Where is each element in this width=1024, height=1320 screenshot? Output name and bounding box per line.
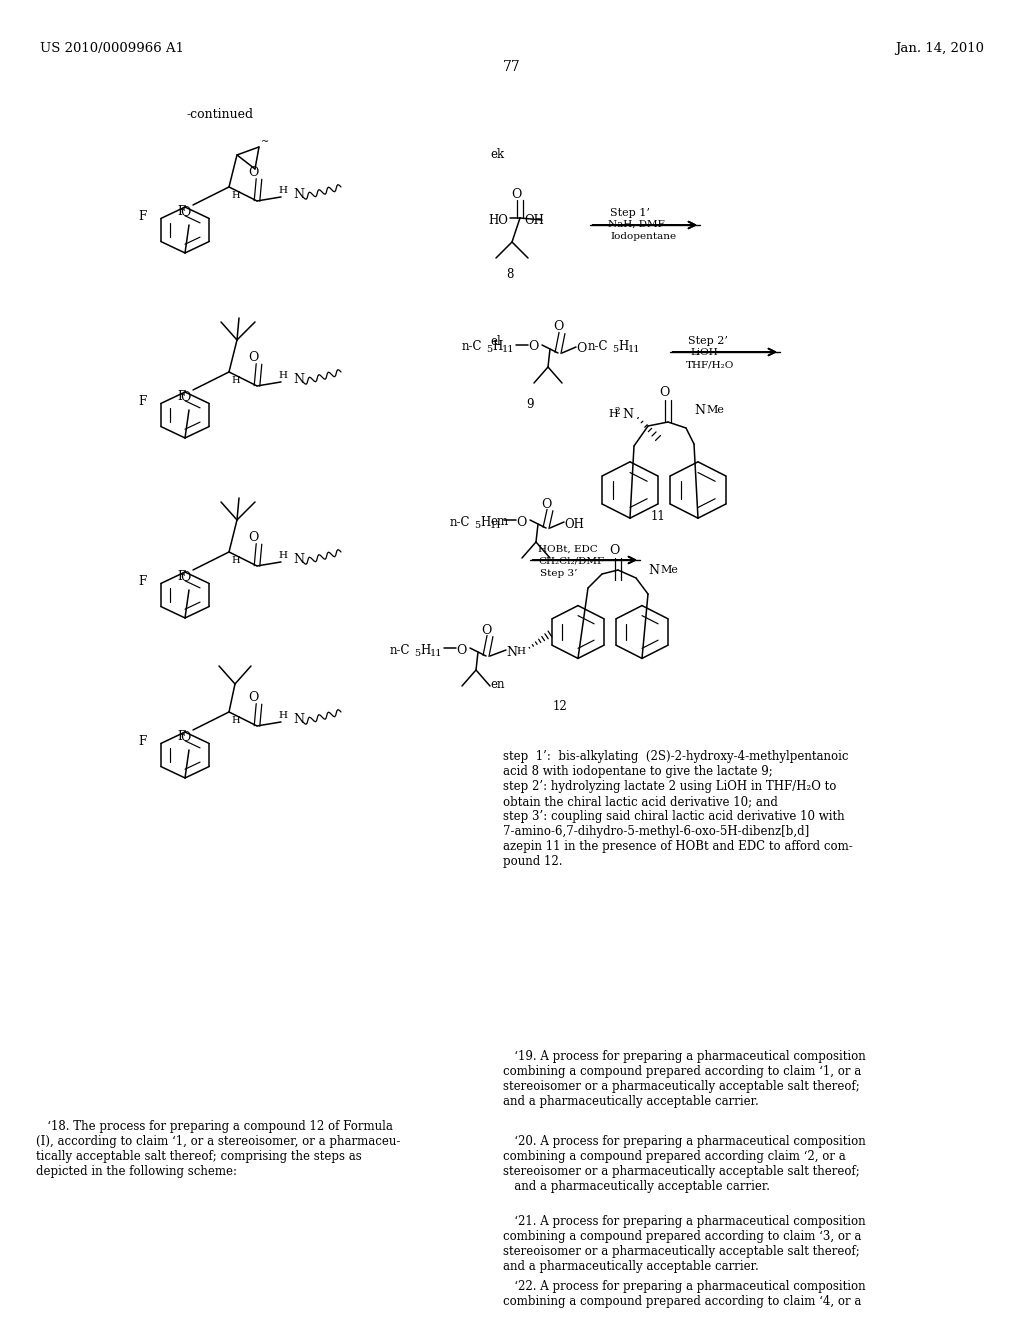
Text: O: O [248, 166, 258, 180]
Text: O: O [180, 731, 190, 744]
Text: O: O [248, 692, 258, 705]
Text: NaH, DMF: NaH, DMF [608, 220, 665, 228]
Text: O: O [541, 498, 551, 511]
Text: O: O [516, 516, 526, 528]
Text: Step 3’: Step 3’ [540, 569, 578, 578]
Text: N: N [622, 408, 633, 421]
Text: ‘22. A process for preparing a pharmaceutical composition
combining a compound p: ‘22. A process for preparing a pharmaceu… [503, 1280, 865, 1308]
Text: Me: Me [660, 565, 678, 576]
Text: N: N [694, 404, 705, 417]
Text: H: H [231, 556, 240, 565]
Text: 5: 5 [414, 648, 420, 657]
Text: H: H [231, 715, 240, 725]
Text: Step 2’: Step 2’ [688, 337, 728, 346]
Text: H: H [279, 711, 288, 721]
Text: 11: 11 [502, 346, 514, 355]
Text: H: H [231, 376, 240, 385]
Text: O: O [511, 187, 521, 201]
Text: H: H [516, 648, 525, 656]
Text: HOBt, EDC: HOBt, EDC [538, 545, 598, 554]
Text: Jan. 14, 2010: Jan. 14, 2010 [895, 42, 984, 55]
Text: Iodopentane: Iodopentane [610, 232, 676, 242]
Text: ‘21. A process for preparing a pharmaceutical composition
combining a compound p: ‘21. A process for preparing a pharmaceu… [503, 1214, 865, 1272]
Text: F: F [138, 735, 147, 748]
Text: 12: 12 [553, 700, 567, 713]
Text: H: H [420, 644, 430, 656]
Text: 5: 5 [486, 346, 493, 355]
Text: n-C: n-C [588, 341, 608, 354]
Text: O: O [528, 341, 539, 354]
Text: N: N [293, 374, 304, 387]
Text: 8: 8 [506, 268, 514, 281]
Text: el: el [490, 335, 501, 348]
Text: OH: OH [564, 517, 584, 531]
Text: O: O [180, 572, 190, 585]
Text: ek: ek [490, 148, 504, 161]
Text: Step 1’: Step 1’ [610, 209, 650, 218]
Text: H: H [618, 341, 629, 354]
Text: n-C: n-C [390, 644, 411, 656]
Text: O: O [456, 644, 466, 656]
Text: H: H [279, 186, 288, 195]
Text: 11: 11 [430, 648, 442, 657]
Text: THF/H₂O: THF/H₂O [686, 360, 734, 370]
Text: 11: 11 [650, 510, 666, 523]
Text: F: F [138, 210, 147, 223]
Text: N: N [506, 645, 517, 659]
Text: 5: 5 [474, 520, 480, 529]
Text: H: H [492, 341, 502, 354]
Text: N: N [293, 553, 304, 566]
Text: ‘19. A process for preparing a pharmaceutical composition
combining a compound p: ‘19. A process for preparing a pharmaceu… [503, 1049, 865, 1107]
Text: 11: 11 [490, 520, 503, 529]
Text: ‘20. A process for preparing a pharmaceutical composition
combining a compound p: ‘20. A process for preparing a pharmaceu… [503, 1135, 865, 1193]
Text: LiOH: LiOH [690, 348, 718, 356]
Text: F: F [177, 205, 185, 218]
Text: O: O [553, 321, 563, 334]
Text: N: N [293, 713, 304, 726]
Text: HO: HO [488, 214, 508, 227]
Text: H: H [608, 409, 617, 418]
Text: en: en [490, 678, 505, 690]
Text: n-C: n-C [462, 341, 482, 354]
Text: O: O [609, 544, 620, 557]
Text: O: O [575, 342, 587, 355]
Text: F: F [138, 395, 147, 408]
Text: O: O [180, 206, 190, 219]
Text: N: N [648, 564, 659, 577]
Text: ‘18. The process for preparing a compound 12 of Formula
(I), according to claim : ‘18. The process for preparing a compoun… [36, 1119, 400, 1177]
Text: 11: 11 [628, 346, 640, 355]
Text: H: H [279, 371, 288, 380]
Text: 9: 9 [526, 399, 534, 411]
Text: CH₂Cl₂/DMF: CH₂Cl₂/DMF [538, 557, 604, 566]
Text: O: O [658, 385, 670, 399]
Text: O: O [180, 392, 190, 404]
Text: em: em [490, 515, 508, 528]
Text: F: F [177, 389, 185, 403]
Text: O: O [248, 351, 258, 364]
Text: n-C: n-C [450, 516, 470, 528]
Text: H: H [480, 516, 490, 528]
Text: OH: OH [524, 214, 544, 227]
Text: O: O [481, 623, 492, 636]
Text: F: F [138, 576, 147, 587]
Text: H: H [279, 552, 288, 561]
Text: 5: 5 [612, 346, 618, 355]
Text: Me: Me [706, 405, 724, 414]
Text: 77: 77 [503, 59, 521, 74]
Text: step  1’:  bis-alkylating  (2S)-2-hydroxy-4-methylpentanoic
acid 8 with iodopent: step 1’: bis-alkylating (2S)-2-hydroxy-4… [503, 750, 853, 869]
Text: N: N [293, 189, 304, 202]
Text: H: H [231, 191, 240, 199]
Text: O: O [248, 532, 258, 544]
Text: F: F [177, 569, 185, 582]
Text: -continued: -continued [186, 108, 254, 121]
Text: ~: ~ [261, 137, 269, 147]
Text: F: F [177, 730, 185, 743]
Text: US 2010/0009966 A1: US 2010/0009966 A1 [40, 42, 184, 55]
Text: 2: 2 [614, 407, 620, 416]
